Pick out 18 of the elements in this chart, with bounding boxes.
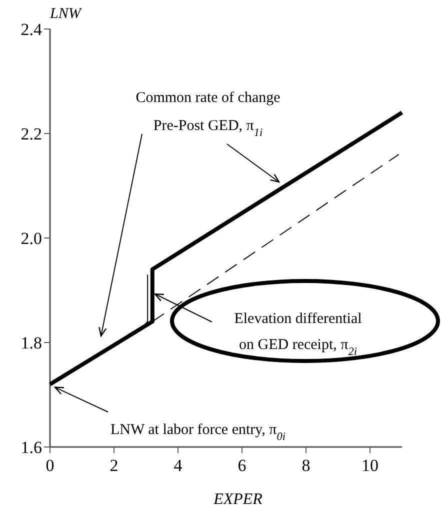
y-tick-label: 2.0	[20, 229, 42, 248]
x-tick-label: 6	[238, 456, 246, 475]
y-tick-label: 1.6	[20, 438, 42, 457]
x-tick-label: 0	[46, 456, 54, 475]
y-tick-label: 1.8	[20, 334, 42, 352]
annotation: Elevation differential	[234, 311, 362, 327]
annotation: on GED receipt, π$_{2i}$	[239, 337, 357, 358]
y-tick-label: 2.2	[20, 124, 42, 144]
annotation: LNW at labor force entry, π$_{0i}$	[110, 422, 286, 443]
x-axis-title: EXPER	[212, 491, 263, 508]
annotation: Pre-Post GED, π$_{1i}$	[153, 118, 263, 139]
x-tick-label: 2	[110, 456, 118, 475]
annotation: Common rate of change	[136, 90, 281, 106]
x-tick-label: 10	[362, 456, 378, 475]
x-tick-label: 4	[174, 456, 183, 475]
x-tick-label: 8	[302, 456, 310, 475]
y-axis-title: LNW	[49, 6, 82, 22]
y-tick-label: 2.4	[20, 20, 42, 39]
